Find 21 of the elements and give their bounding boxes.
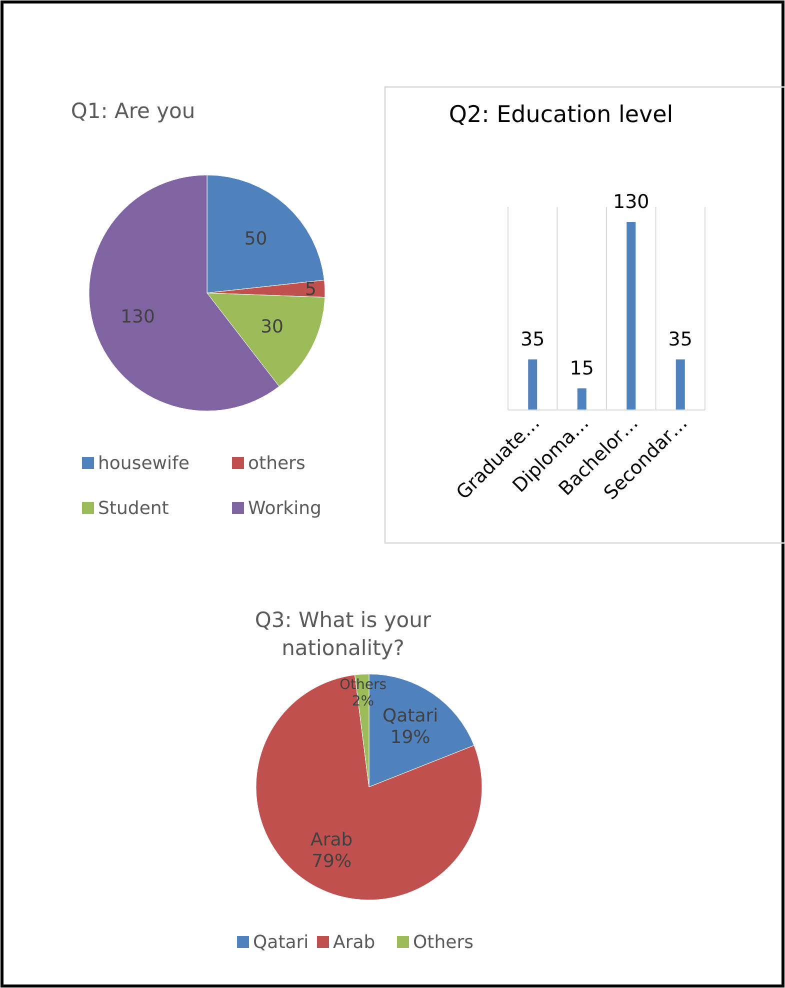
legend-label: others bbox=[248, 453, 306, 474]
chart-title: Q3: What is your nationality? bbox=[254, 608, 432, 660]
legend-label: Working bbox=[248, 498, 322, 519]
pie-slice bbox=[256, 674, 482, 900]
data-label: 5 bbox=[305, 279, 316, 300]
data-label: 35 bbox=[520, 328, 545, 350]
data-label: 50 bbox=[244, 228, 268, 250]
data-label: 35 bbox=[668, 328, 692, 350]
legend-label: Student bbox=[98, 498, 169, 519]
data-label: Qatari 19% bbox=[382, 705, 438, 748]
legend-label: Qatari bbox=[253, 932, 309, 953]
data-label: 15 bbox=[570, 357, 594, 380]
chart-title: Q1: Are you bbox=[70, 99, 196, 123]
data-label: Arab 79% bbox=[310, 829, 353, 872]
legend-label: Arab bbox=[333, 932, 376, 953]
legend-label: Others bbox=[413, 932, 474, 953]
data-label: 130 bbox=[612, 191, 650, 213]
legend-label: housewife bbox=[98, 453, 190, 474]
data-label: 130 bbox=[120, 306, 155, 328]
data-label: 30 bbox=[260, 316, 284, 338]
chart-title: Q2: Education level bbox=[448, 102, 674, 128]
